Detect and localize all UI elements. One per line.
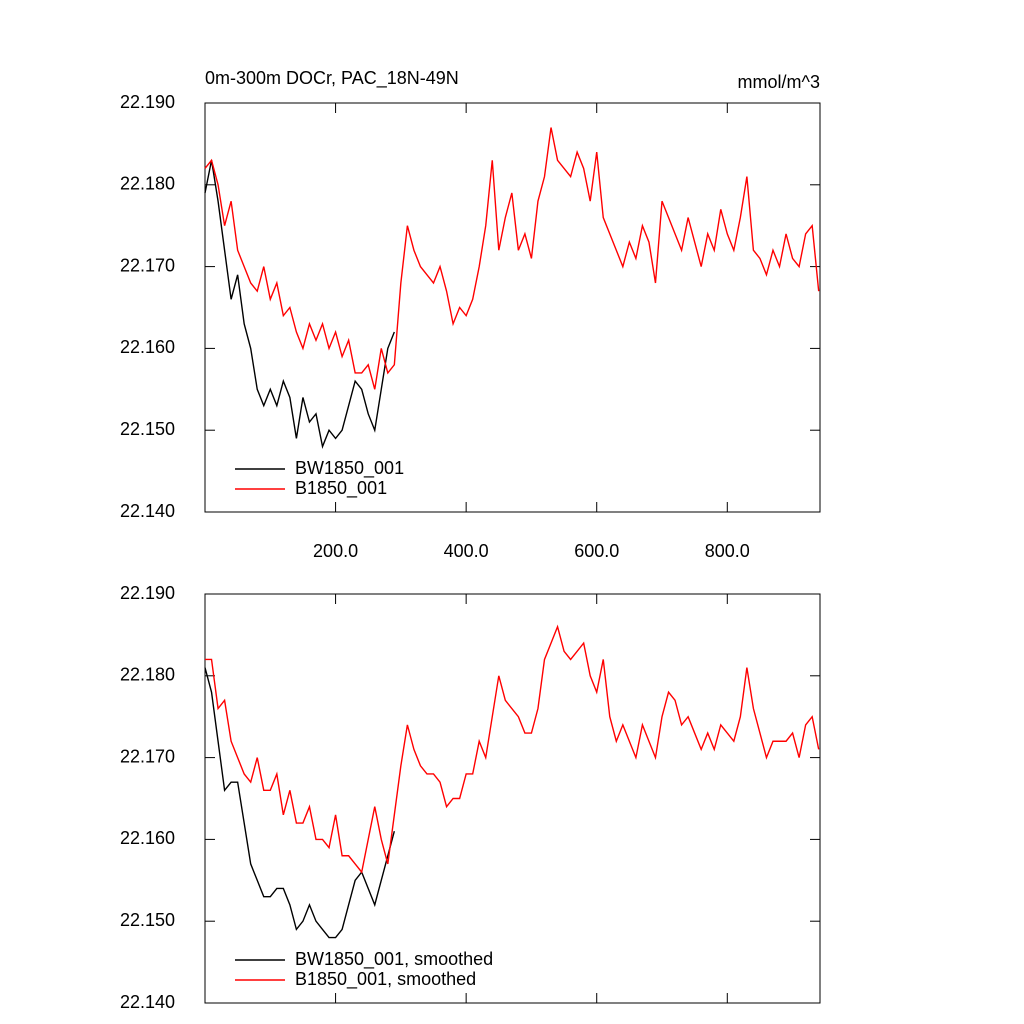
data-line	[204, 127, 820, 390]
x-tick-label: 600.0	[574, 541, 619, 561]
data-line	[204, 160, 395, 450]
y-tick-label: 22.180	[120, 665, 175, 685]
y-tick-label: 22.180	[120, 174, 175, 194]
y-tick-label: 22.150	[120, 419, 175, 439]
y-tick-label: 22.190	[120, 583, 175, 603]
y-tick-label: 22.160	[120, 337, 175, 357]
chart-title: 0m-300m DOCr, PAC_18N-49N	[205, 68, 459, 89]
y-tick-label: 22.140	[120, 992, 175, 1012]
data-line	[204, 667, 396, 939]
legend-label: B1850_001, smoothed	[295, 969, 476, 990]
y-tick-label: 22.170	[120, 746, 175, 766]
y-tick-label: 22.190	[120, 92, 175, 112]
units-label: mmol/m^3	[738, 72, 820, 92]
legend-label: B1850_001	[295, 478, 387, 499]
y-tick-label: 22.160	[120, 828, 175, 848]
x-tick-label: 400.0	[444, 541, 489, 561]
y-tick-label: 22.140	[120, 501, 175, 521]
x-tick-label: 800.0	[705, 541, 750, 561]
x-tick-label: 200.0	[313, 541, 358, 561]
data-line	[205, 624, 820, 874]
plot-frame	[204, 102, 821, 513]
legend-label: BW1850_001	[295, 458, 404, 479]
y-tick-label: 22.170	[120, 255, 175, 275]
plot-frame	[204, 593, 821, 1004]
y-tick-label: 22.150	[120, 910, 175, 930]
legend-label: BW1850_001, smoothed	[295, 949, 493, 970]
